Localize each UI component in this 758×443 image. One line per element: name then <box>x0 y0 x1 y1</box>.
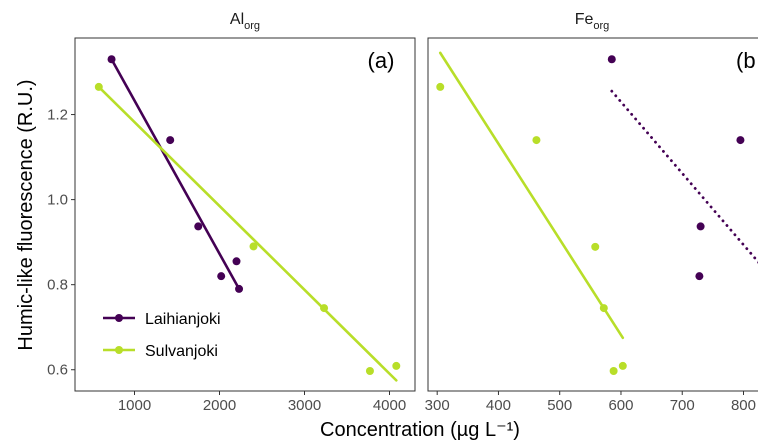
panel-a-tag: (a) <box>368 48 395 73</box>
panel-b-fit-line-laihianjoki <box>610 89 758 264</box>
panel-a-fit-line-sulvanjoki <box>97 85 398 382</box>
legend-label-laihianjoki: Laihianjoki <box>145 311 221 328</box>
legend-key-point-sulvanjoki <box>115 346 123 354</box>
panel-a-x-tick-label: 3000 <box>288 397 321 414</box>
panel-a-point-laihianjoki <box>166 136 175 145</box>
panel-b-x-tick-label: 500 <box>547 397 572 414</box>
panel-b-x-tick-label: 600 <box>608 397 633 414</box>
panel-a-point-sulvanjoki <box>365 367 374 376</box>
panel-b-plot-area <box>436 51 758 376</box>
panel-a-strip-title: Alorg <box>230 11 260 32</box>
panel-b-point-sulvanjoki <box>609 367 618 376</box>
panel-a-x-tick-label: 1000 <box>118 397 151 414</box>
panel-b-point-laihianjoki <box>695 272 704 281</box>
panel-b-tag: (b <box>736 48 756 73</box>
panel-b-strip-title: Feorg <box>575 11 610 32</box>
y-tick-label: 1.0 <box>47 192 68 209</box>
panel-b-frame <box>427 37 758 392</box>
x-axis-title: Concentration (µg L⁻¹) <box>320 419 520 441</box>
panel-b-strip-subscript: org <box>593 20 609 32</box>
panel-a-fit-line-laihianjoki <box>110 57 241 291</box>
panel-a-point-sulvanjoki <box>320 304 329 313</box>
panel-b-x-tick-label: 700 <box>670 397 695 414</box>
panel-a-strip-main: Al <box>230 11 244 28</box>
y-tick-label: 1.2 <box>47 107 68 124</box>
panel-b-point-sulvanjoki <box>618 361 627 370</box>
panel-b-strip-main: Fe <box>575 11 594 28</box>
panel-b-point-laihianjoki <box>736 136 745 145</box>
panel-a-point-laihianjoki <box>217 272 226 281</box>
panel-a-point-laihianjoki <box>232 257 241 266</box>
panel-a-frame <box>74 37 416 392</box>
panel-a-strip-subscript: org <box>244 20 260 32</box>
legend-label-sulvanjoki: Sulvanjoki <box>145 343 218 360</box>
panel-a-point-sulvanjoki <box>249 242 258 251</box>
y-tick-label: 0.6 <box>47 362 68 379</box>
panel-a-plot-area <box>94 55 401 382</box>
y-axis-title: Humic-like fluorescence (R.U.) <box>15 79 37 350</box>
panel-a-point-sulvanjoki <box>392 361 401 370</box>
y-tick-label: 0.8 <box>47 277 68 294</box>
panel-a-point-laihianjoki <box>235 284 244 293</box>
panel-b-x-tick-label: 800 <box>731 397 756 414</box>
panel-b-point-laihianjoki <box>696 222 705 231</box>
panel-a-point-sulvanjoki <box>94 82 103 91</box>
panel-b-x-tick-label: 300 <box>425 397 450 414</box>
panel-a-x-tick-label: 2000 <box>203 397 236 414</box>
legend: Laihianjoki Sulvanjoki <box>103 311 221 360</box>
panel-b-point-sulvanjoki <box>532 136 541 145</box>
panel-b: Feorg (b <box>427 11 758 392</box>
panel-a-point-laihianjoki <box>194 222 203 231</box>
panel-b-point-sulvanjoki <box>436 82 445 91</box>
panel-b-point-sulvanjoki <box>599 304 608 313</box>
panel-b-fit-line-sulvanjoki <box>438 51 625 340</box>
panel-a-x-tick-label: 4000 <box>373 397 406 414</box>
panel-b-point-laihianjoki <box>607 55 616 64</box>
panel-b-point-sulvanjoki <box>591 242 600 251</box>
legend-key-point-laihianjoki <box>115 314 123 322</box>
panel-a-point-laihianjoki <box>107 55 116 64</box>
panel-b-x-tick-label: 400 <box>486 397 511 414</box>
panel-a: Alorg (a) <box>74 11 416 392</box>
